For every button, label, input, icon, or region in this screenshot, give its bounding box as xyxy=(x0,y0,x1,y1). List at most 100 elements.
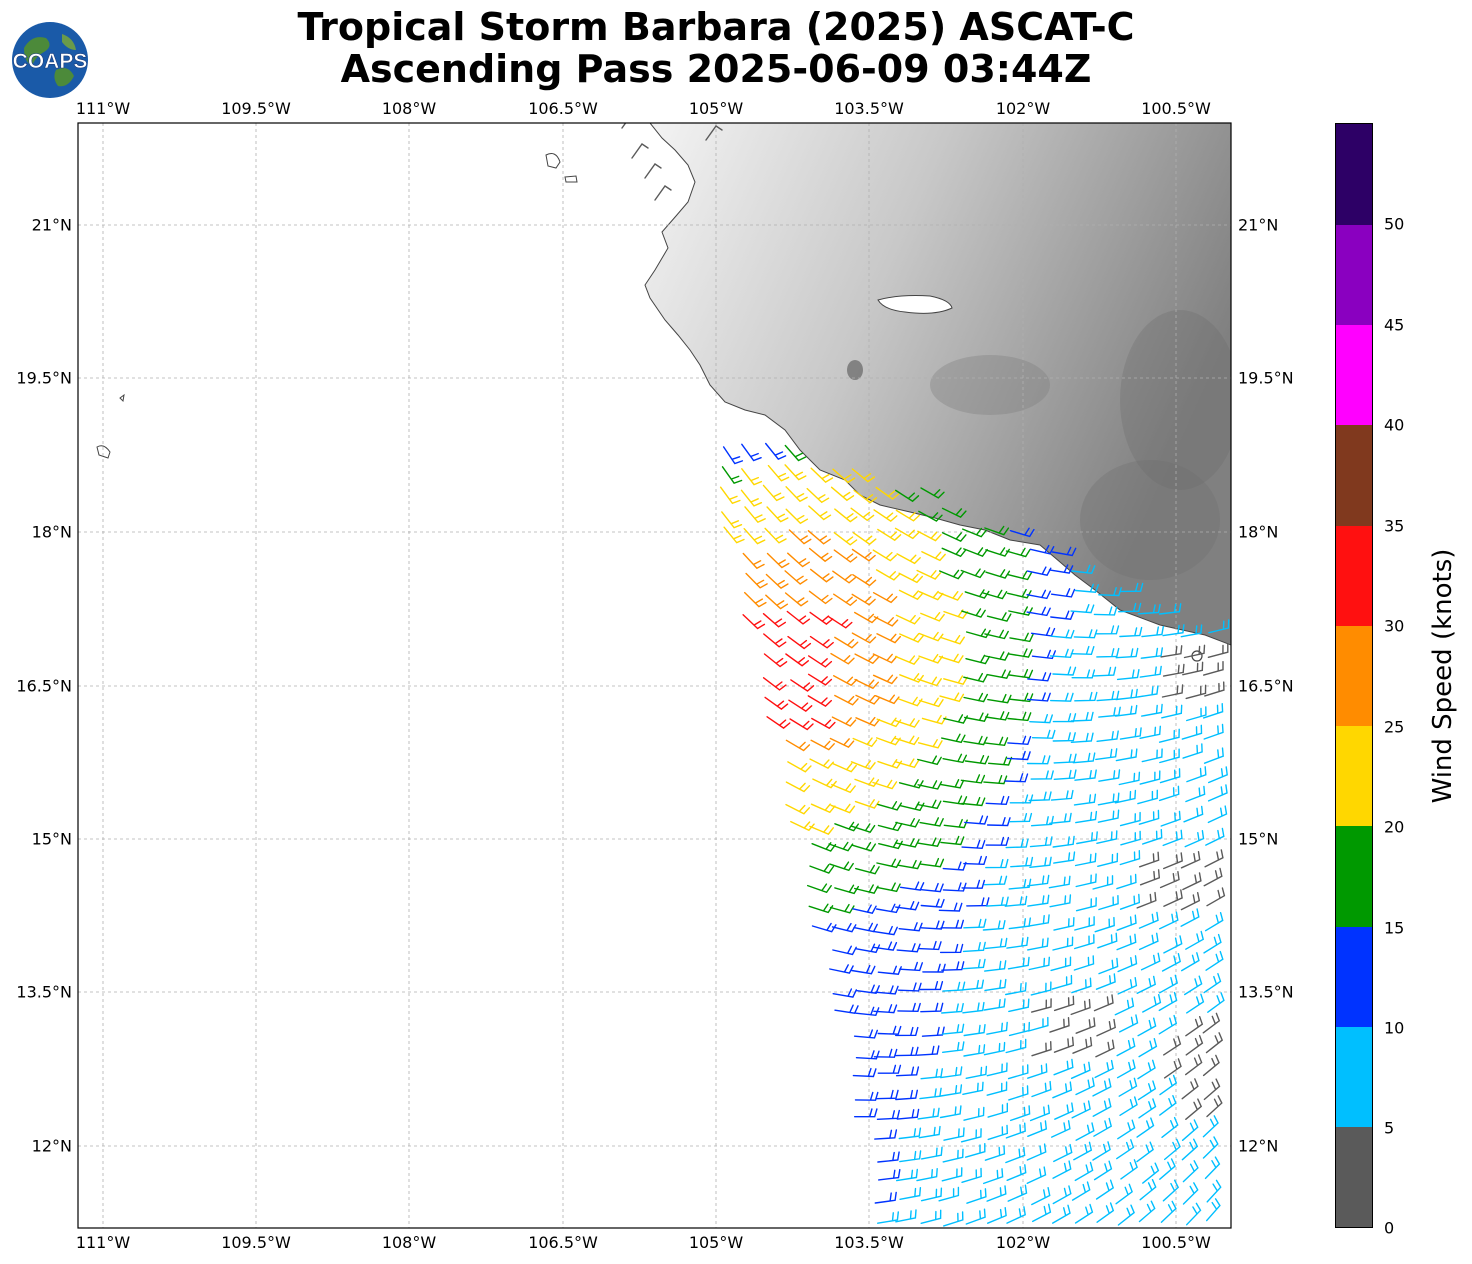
wind-barb xyxy=(1142,1162,1160,1184)
wind-barb xyxy=(1205,950,1224,971)
wind-barb xyxy=(1052,666,1077,676)
wind-barb xyxy=(852,532,877,546)
wind-barb xyxy=(762,484,785,502)
wind-barb xyxy=(1203,867,1223,887)
wind-barb xyxy=(785,653,809,667)
wind-barb xyxy=(1162,624,1185,637)
wind-barb xyxy=(1027,914,1050,927)
wind-barb xyxy=(874,694,900,705)
wind-barb xyxy=(1053,995,1075,1012)
wind-barb xyxy=(1159,1158,1176,1180)
wind-barb xyxy=(942,1148,964,1163)
wind-barb xyxy=(920,487,945,499)
wind-barb xyxy=(1053,917,1075,931)
wind-barb xyxy=(1116,873,1137,890)
wind-barb xyxy=(1095,1179,1115,1200)
wind-barb xyxy=(1159,768,1181,784)
wind-barb xyxy=(1120,1159,1138,1180)
wind-barb xyxy=(1139,869,1161,886)
wind-barb xyxy=(982,920,1006,931)
wind-barb xyxy=(1006,1206,1026,1224)
wind-barb xyxy=(1183,644,1206,659)
wind-barb xyxy=(1139,932,1159,951)
wind-barb xyxy=(851,964,876,975)
wind-barb xyxy=(964,815,989,825)
wind-barb xyxy=(1205,827,1225,846)
wind-barb xyxy=(1185,684,1207,700)
wind-barb xyxy=(920,612,945,622)
lat-tick-left: 18°N xyxy=(31,522,72,542)
wind-barb xyxy=(852,574,877,587)
wind-barb xyxy=(721,511,743,529)
wind-barb xyxy=(1186,1202,1202,1226)
wind-barb xyxy=(631,143,649,159)
wind-barb xyxy=(1163,1058,1182,1079)
wind-barb xyxy=(785,739,811,752)
wind-barb xyxy=(966,628,991,639)
wind-barb xyxy=(1162,829,1183,847)
wind-barb xyxy=(1138,1200,1156,1223)
wind-barb xyxy=(895,614,921,625)
wind-barb xyxy=(741,443,762,462)
wind-barb xyxy=(894,838,920,848)
wind-barb xyxy=(1161,704,1183,719)
wind-barb xyxy=(963,547,988,557)
wind-barb xyxy=(983,775,1008,785)
wind-barb xyxy=(1138,1098,1157,1119)
wind-barb xyxy=(1027,894,1050,907)
wind-barb xyxy=(1049,648,1074,659)
wind-barb xyxy=(744,591,767,608)
wind-barb xyxy=(790,679,815,692)
wind-barb xyxy=(1051,974,1073,990)
wind-barb xyxy=(1009,632,1034,643)
wind-barb xyxy=(1160,810,1181,827)
wind-barb xyxy=(1159,911,1179,930)
wind-barb xyxy=(877,1211,899,1224)
lat-tick-right: 16.5°N xyxy=(1238,676,1294,696)
wind-barb xyxy=(896,943,921,953)
wind-barb xyxy=(1119,893,1141,910)
wind-barb xyxy=(1185,1016,1204,1037)
wind-barb xyxy=(851,593,876,606)
wind-barb xyxy=(1185,785,1206,803)
wind-barb xyxy=(941,547,967,558)
wind-barb xyxy=(1027,937,1049,951)
wind-barb xyxy=(943,1127,965,1141)
wind-barb xyxy=(1076,831,1098,845)
wind-barb xyxy=(1074,691,1098,702)
wind-barb xyxy=(940,1084,963,1097)
wind-barb xyxy=(1158,991,1178,1012)
wind-barb xyxy=(1204,1156,1221,1180)
wind-barb xyxy=(829,964,854,974)
wind-barb xyxy=(851,468,876,483)
wind-barb xyxy=(1028,956,1050,971)
wind-barb xyxy=(1050,692,1074,702)
colorbar-segment xyxy=(1336,525,1372,626)
wind-barb xyxy=(943,675,968,686)
wind-barb xyxy=(1120,830,1141,846)
wind-barb xyxy=(1075,810,1098,824)
wind-barb xyxy=(876,735,901,746)
wind-barb xyxy=(987,1207,1007,1224)
wind-barb xyxy=(917,1107,940,1120)
wind-barb xyxy=(984,937,1008,950)
wind-barb xyxy=(1139,851,1160,868)
wind-barb xyxy=(1048,875,1071,889)
wind-barb xyxy=(922,963,946,973)
wind-barb xyxy=(1027,1063,1048,1079)
wind-barb xyxy=(1052,1185,1072,1205)
wind-barb xyxy=(1202,1115,1219,1138)
wind-barb xyxy=(785,508,809,525)
colorbar-tick: 35 xyxy=(1384,516,1405,536)
wind-barb xyxy=(963,1106,985,1121)
wind-barb xyxy=(1092,1098,1112,1117)
wind-barb xyxy=(1030,981,1052,996)
wind-barb xyxy=(763,633,787,648)
wind-barb xyxy=(897,859,922,870)
wind-barb xyxy=(1029,836,1053,848)
wind-barb xyxy=(1008,648,1033,658)
wind-barb xyxy=(852,904,877,914)
wind-barb xyxy=(808,547,833,563)
wind-barb xyxy=(1052,1160,1072,1179)
wind-barb xyxy=(1139,770,1161,785)
